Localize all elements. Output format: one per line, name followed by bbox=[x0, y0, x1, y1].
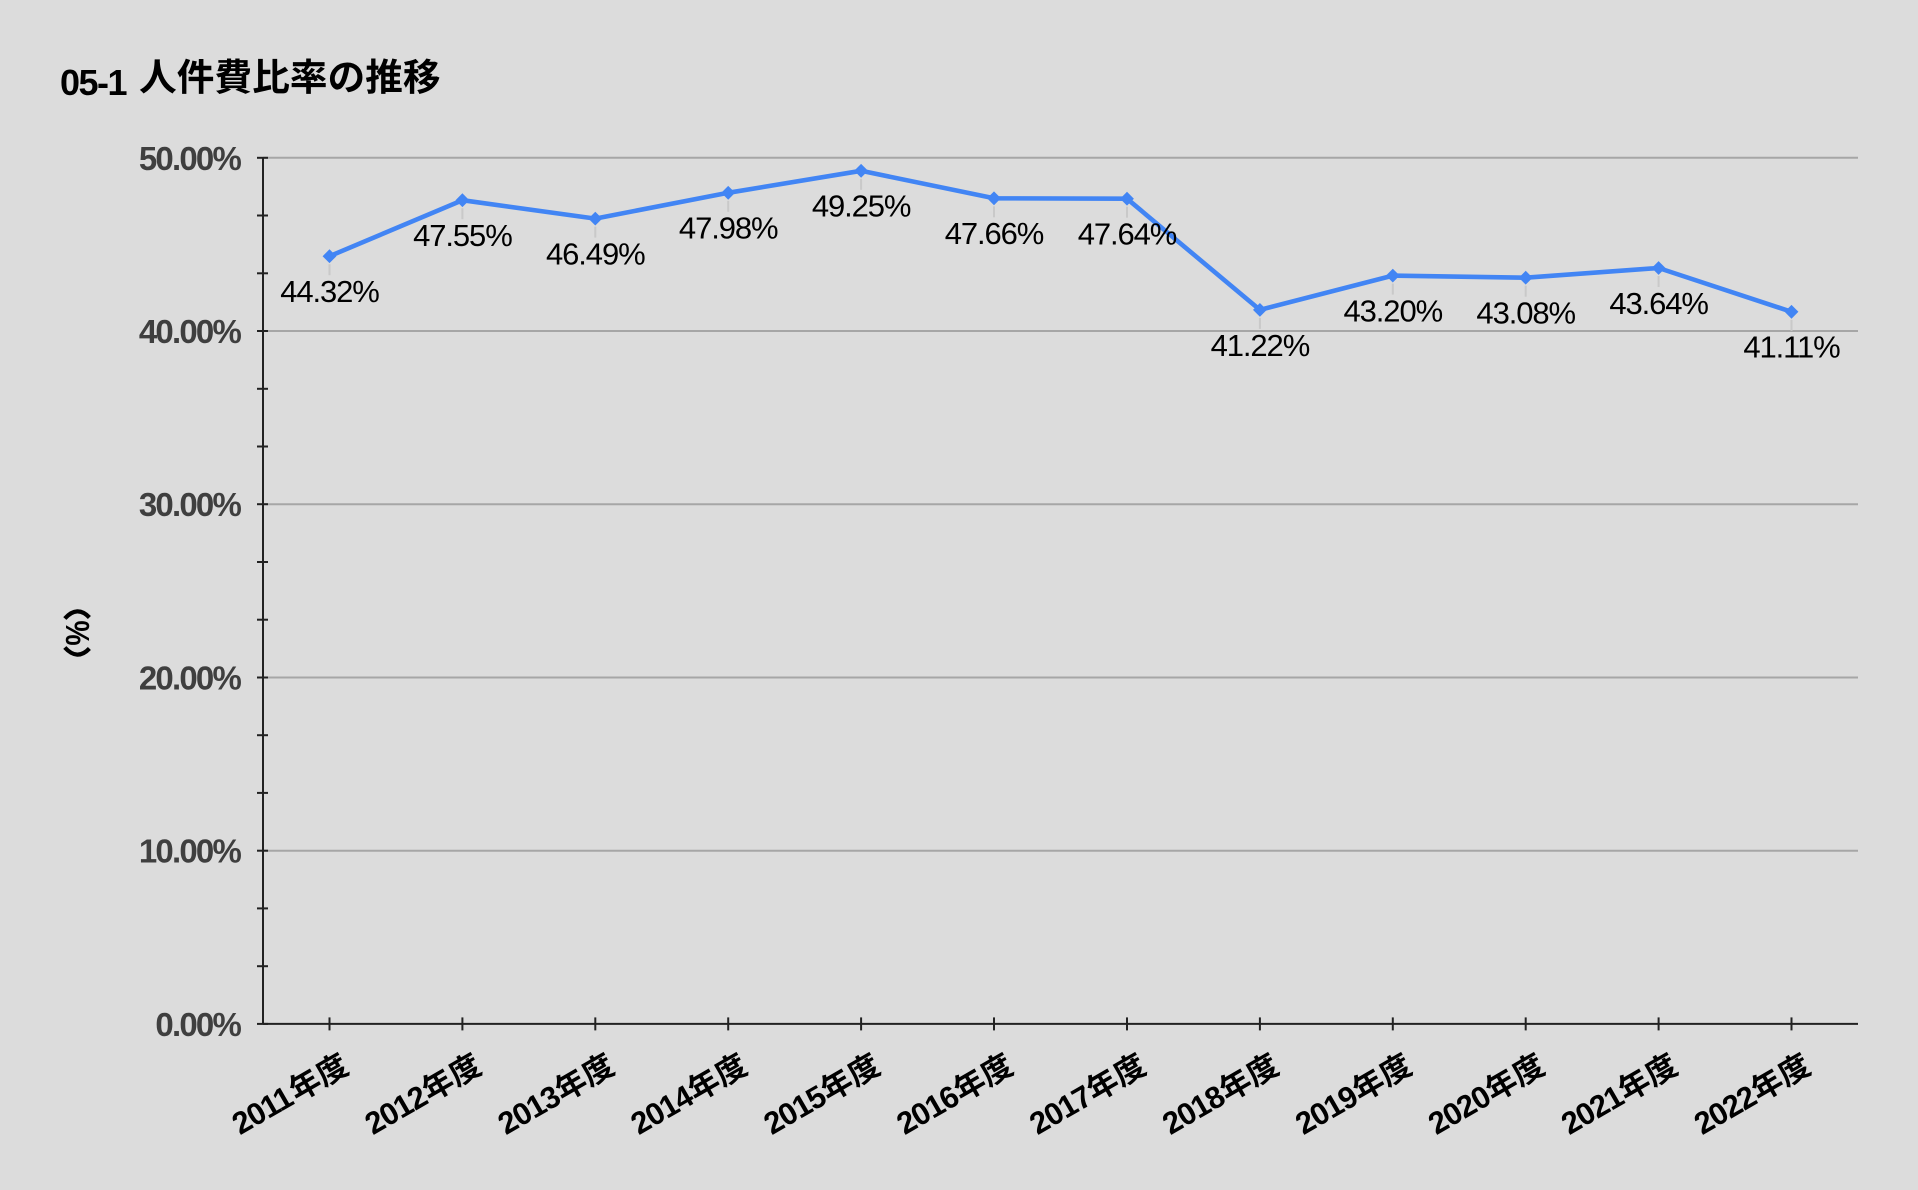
svg-text:41.11%: 41.11% bbox=[1743, 330, 1840, 365]
svg-text:30.00%: 30.00% bbox=[139, 486, 242, 523]
svg-text:43.20%: 43.20% bbox=[1344, 294, 1443, 329]
svg-text:40.00%: 40.00% bbox=[139, 313, 242, 350]
svg-text:46.49%: 46.49% bbox=[546, 237, 645, 272]
svg-text:41.22%: 41.22% bbox=[1211, 328, 1310, 363]
svg-text:47.98%: 47.98% bbox=[679, 211, 778, 246]
svg-text:43.64%: 43.64% bbox=[1609, 286, 1708, 321]
svg-text:43.08%: 43.08% bbox=[1476, 296, 1575, 331]
svg-text:47.64%: 47.64% bbox=[1078, 217, 1177, 252]
svg-text:0.00%: 0.00% bbox=[155, 1006, 241, 1043]
svg-text:05-1: 05-1 bbox=[60, 62, 128, 103]
svg-text:%: % bbox=[59, 620, 97, 645]
svg-text:47.66%: 47.66% bbox=[945, 216, 1044, 251]
svg-text:47.55%: 47.55% bbox=[413, 218, 512, 253]
svg-text:49.25%: 49.25% bbox=[812, 189, 911, 224]
svg-text:10.00%: 10.00% bbox=[139, 833, 242, 870]
svg-text:20.00%: 20.00% bbox=[139, 660, 242, 697]
svg-text:50.00%: 50.00% bbox=[139, 140, 242, 177]
svg-text:44.32%: 44.32% bbox=[280, 274, 379, 309]
